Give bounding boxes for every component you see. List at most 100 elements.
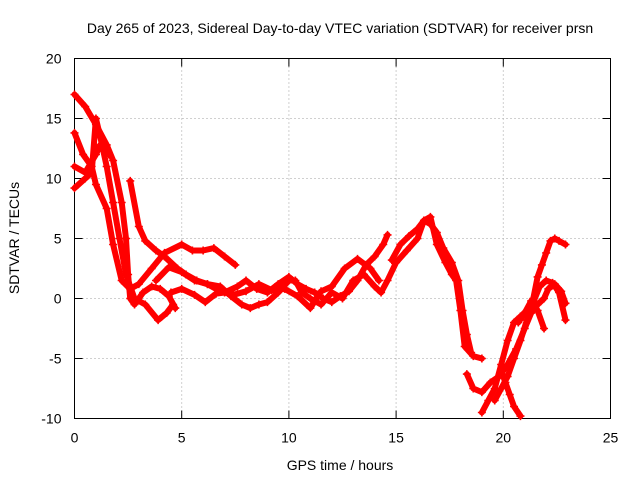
data-point bbox=[486, 378, 495, 387]
data-point bbox=[469, 384, 478, 393]
data-point bbox=[544, 284, 553, 293]
data-point bbox=[383, 276, 392, 285]
data-point bbox=[302, 284, 311, 293]
data-point bbox=[555, 288, 564, 297]
data-point bbox=[166, 288, 175, 297]
data-point bbox=[370, 282, 379, 291]
data-point bbox=[141, 236, 150, 245]
data-point bbox=[220, 252, 229, 261]
data-point bbox=[447, 258, 456, 267]
data-point bbox=[548, 278, 557, 287]
series-satellite-d bbox=[70, 114, 178, 325]
y-tick-label: 5 bbox=[54, 231, 62, 247]
series-satellite-m bbox=[514, 296, 549, 333]
data-point bbox=[317, 300, 326, 309]
data-point bbox=[209, 244, 218, 253]
series-line bbox=[498, 367, 524, 420]
data-point bbox=[379, 240, 388, 249]
data-point bbox=[169, 300, 178, 309]
data-point bbox=[317, 287, 326, 296]
data-point bbox=[497, 366, 506, 375]
data-point bbox=[542, 276, 551, 285]
data-point bbox=[426, 212, 435, 221]
data-point bbox=[353, 254, 362, 263]
data-point bbox=[87, 168, 96, 177]
y-tick-label: 0 bbox=[54, 291, 62, 307]
series-line bbox=[71, 115, 177, 324]
data-point bbox=[216, 287, 225, 296]
series-line bbox=[168, 231, 391, 306]
data-point bbox=[117, 198, 126, 207]
data-point bbox=[377, 288, 386, 297]
data-point bbox=[147, 282, 156, 291]
data-point bbox=[462, 370, 471, 379]
series-satellite-h bbox=[387, 216, 476, 357]
x-tick-label: 15 bbox=[388, 430, 404, 446]
y-axis-title: SDTVAR / TECUs bbox=[6, 182, 22, 294]
chart-title: Day 265 of 2023, Sidereal Day-to-day VTE… bbox=[87, 20, 593, 36]
data-point bbox=[254, 280, 263, 289]
data-point bbox=[505, 390, 514, 399]
data-point bbox=[503, 336, 512, 345]
data-point bbox=[550, 234, 559, 243]
data-point bbox=[561, 240, 570, 249]
x-tick-label: 25 bbox=[603, 430, 619, 446]
data-point bbox=[501, 378, 510, 387]
data-point bbox=[177, 240, 186, 249]
data-point bbox=[91, 180, 100, 189]
data-point bbox=[413, 234, 422, 243]
data-point bbox=[237, 300, 246, 309]
data-point bbox=[527, 296, 536, 305]
data-point bbox=[396, 240, 405, 249]
data-point bbox=[537, 260, 546, 269]
data-point bbox=[160, 252, 169, 261]
data-point bbox=[454, 276, 463, 285]
tick-labels: 0 5 10 15 20 25 -10 -5 0 5 10 15 20 bbox=[41, 51, 618, 446]
data-point bbox=[426, 220, 435, 229]
axis-ticks bbox=[74, 58, 611, 419]
data-point bbox=[70, 184, 79, 193]
data-point bbox=[280, 284, 289, 293]
data-point bbox=[263, 298, 272, 307]
series-line bbox=[478, 277, 569, 416]
y-tick-label: -5 bbox=[49, 351, 62, 367]
data-point bbox=[188, 246, 197, 255]
data-point bbox=[353, 276, 362, 285]
data-point bbox=[514, 318, 523, 327]
series-satellite-g bbox=[151, 254, 383, 313]
data-point bbox=[151, 246, 160, 255]
data-point bbox=[164, 263, 173, 272]
data-point bbox=[134, 280, 143, 289]
data-point bbox=[402, 246, 411, 255]
data-point bbox=[267, 286, 276, 295]
data-point bbox=[109, 198, 118, 207]
data-point bbox=[542, 248, 551, 257]
data-point bbox=[561, 316, 570, 325]
data-point bbox=[555, 236, 564, 245]
data-point bbox=[117, 276, 126, 285]
data-point bbox=[366, 264, 375, 273]
data-point bbox=[458, 306, 467, 315]
data-point bbox=[139, 288, 148, 297]
data-point bbox=[177, 268, 186, 277]
series-line bbox=[463, 281, 569, 396]
data-point bbox=[177, 284, 186, 293]
x-axis-title: GPS time / hours bbox=[287, 457, 394, 473]
data-point bbox=[516, 412, 525, 421]
x-tick-label: 5 bbox=[178, 430, 186, 446]
grid bbox=[74, 58, 611, 419]
data-point bbox=[540, 324, 549, 333]
data-point bbox=[432, 228, 441, 237]
x-tick-label: 0 bbox=[71, 430, 79, 446]
data-point bbox=[533, 306, 542, 315]
data-point bbox=[242, 287, 251, 296]
data-point bbox=[535, 282, 544, 291]
data-point bbox=[340, 264, 349, 273]
data-point bbox=[254, 300, 263, 309]
data-point bbox=[231, 260, 240, 269]
data-point bbox=[199, 246, 208, 255]
data-point bbox=[102, 204, 111, 213]
y-tick-label: 15 bbox=[46, 111, 62, 127]
data-point bbox=[109, 156, 118, 165]
data-point bbox=[154, 316, 163, 325]
